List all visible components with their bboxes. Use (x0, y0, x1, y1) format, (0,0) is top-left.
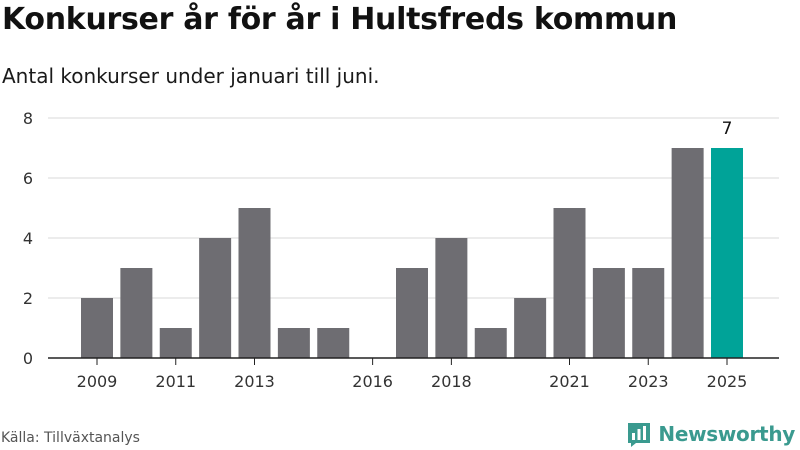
bar (592, 268, 625, 358)
x-tick-label: 2018 (431, 372, 472, 391)
bar (277, 328, 310, 358)
bar (199, 238, 232, 358)
bar (474, 328, 507, 358)
bar (553, 208, 586, 358)
x-tick-label: 2011 (155, 372, 196, 391)
x-tick-label: 2016 (352, 372, 393, 391)
bar (120, 268, 153, 358)
brand-name: Newsworthy (658, 422, 795, 446)
bar (317, 328, 350, 358)
y-tick-label: 8 (23, 109, 33, 128)
bar (671, 148, 704, 358)
x-tick-label: 2009 (77, 372, 118, 391)
y-tick-label: 2 (23, 289, 33, 308)
y-tick-label: 0 (23, 349, 33, 368)
bar (81, 298, 113, 358)
chart-title: Konkurser år för år i Hultsfreds kommun (2, 2, 678, 37)
chart-subtitle: Antal konkurser under januari till juni. (2, 64, 380, 88)
y-tick-label: 4 (23, 229, 33, 248)
source-note: Källa: Tillväxtanalys (1, 430, 140, 446)
x-tick-label: 2013 (234, 372, 275, 391)
data-label: 7 (722, 119, 733, 139)
x-tick-label: 2023 (628, 372, 669, 391)
bar-chart-logo-icon (628, 423, 651, 447)
bar (238, 208, 271, 358)
bar (159, 328, 192, 358)
x-tick-label: 2021 (549, 372, 590, 391)
bar (711, 148, 743, 358)
bar (632, 268, 665, 358)
bar (435, 238, 468, 358)
x-tick-label: 2025 (707, 372, 748, 391)
brand-logo: Newsworthy (626, 420, 795, 448)
y-tick-label: 6 (23, 169, 33, 188)
bar (396, 268, 428, 358)
bar (514, 298, 547, 358)
